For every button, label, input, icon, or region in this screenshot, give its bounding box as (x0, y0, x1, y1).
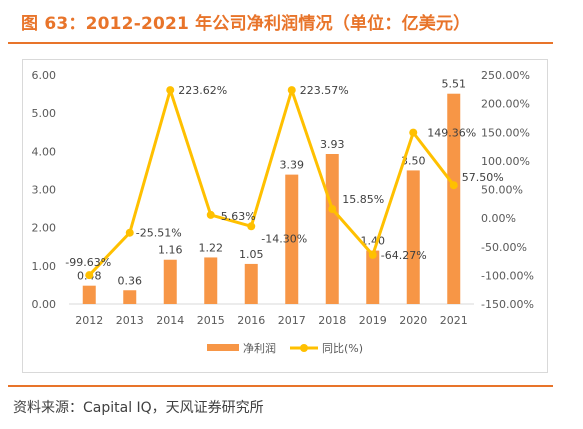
legend: 净利润 同比(%) (207, 341, 363, 355)
x-tick-label: 2020 (399, 314, 427, 327)
left-tick-label: 5.00 (32, 107, 57, 120)
right-tick-label: 100.00% (481, 155, 530, 168)
x-tick-label: 2019 (359, 314, 387, 327)
source-note: 资料来源：Capital IQ，天风证券研究所 (13, 400, 264, 416)
growth-point (287, 86, 296, 95)
growth-point (247, 222, 256, 231)
line-value-label: 223.57% (300, 84, 349, 97)
bar-value-label: 5.51 (442, 78, 467, 91)
line-value-label: 15.85% (342, 193, 384, 206)
bar-value-label: 1.22 (199, 241, 224, 254)
right-tick-label: 0.00% (481, 212, 516, 225)
bar-value-label: 1.05 (239, 248, 264, 261)
legend-line-label: 同比(%) (322, 342, 363, 355)
line-series: -99.63% -25.51% 223.62% 5.63% -14.30% 223.57%… (65, 84, 504, 280)
bar (204, 257, 218, 304)
legend-line-marker (300, 344, 308, 352)
right-tick-label: -150.00% (481, 298, 534, 311)
bar (366, 250, 380, 304)
right-tick-label: -100.00% (481, 269, 534, 282)
line-value-label: -14.30% (261, 232, 307, 245)
bar-value-label: 3.93 (320, 138, 345, 151)
bar-value-label: 3.50 (401, 154, 426, 167)
left-tick-label: 3.00 (32, 184, 57, 197)
growth-point (449, 181, 458, 190)
right-tick-label: 250.00% (481, 69, 530, 82)
growth-point (85, 271, 94, 280)
growth-line (88, 88, 455, 277)
left-tick-label: 1.00 (32, 260, 57, 273)
line-value-label: 5.63% (221, 210, 256, 223)
bar (406, 170, 420, 304)
left-axis: 0.00 1.00 2.00 3.00 4.00 5.00 6.00 (32, 69, 57, 311)
x-tick-label: 2018 (318, 314, 346, 327)
line-value-label: -25.51% (136, 227, 182, 240)
right-tick-label: 150.00% (481, 126, 530, 139)
growth-point (328, 205, 337, 214)
x-tick-label: 2021 (440, 314, 468, 327)
bar-series: 0.480.361.161.221.053.393.931.403.505.51 (77, 78, 467, 305)
line-value-label: -64.27% (381, 249, 427, 262)
bar (325, 154, 339, 304)
growth-point (125, 228, 134, 237)
growth-point (409, 128, 418, 137)
x-tick-label: 2017 (278, 314, 306, 327)
growth-point (206, 210, 215, 219)
figure-title: 图 63：2012-2021 年公司净利润情况（单位：亿美元） (21, 14, 471, 34)
legend-bar-swatch (207, 344, 239, 351)
x-tick-label: 2012 (75, 314, 103, 327)
bar (285, 174, 299, 304)
left-tick-label: 6.00 (32, 69, 57, 82)
bar-value-label: 0.36 (118, 274, 143, 287)
bar-value-label: 3.39 (280, 159, 305, 172)
growth-point (368, 250, 377, 259)
right-tick-label: 50.00% (481, 184, 523, 197)
growth-point (166, 86, 175, 95)
right-tick-label: -50.00% (481, 241, 527, 254)
left-tick-label: 4.00 (32, 145, 57, 158)
x-axis: 2012 2013 2014 2015 2016 2017 2018 2019 2020 2021 (69, 303, 474, 327)
line-value-label: 149.36% (427, 127, 476, 140)
left-tick-label: 0.00 (32, 298, 57, 311)
bar (163, 259, 177, 304)
left-tick-label: 2.00 (32, 222, 57, 235)
legend-bar-label: 净利润 (243, 341, 276, 355)
right-tick-label: 200.00% (481, 98, 530, 111)
x-tick-label: 2013 (116, 314, 144, 327)
title-divider (8, 42, 553, 44)
line-value-label: 57.50% (462, 171, 504, 184)
bar (447, 93, 461, 305)
bar (123, 290, 137, 304)
bar (82, 285, 96, 304)
x-tick-label: 2014 (156, 314, 184, 327)
line-value-label: -99.63% (65, 256, 111, 269)
x-tick-label: 2015 (197, 314, 225, 327)
chart-frame (22, 59, 548, 373)
footer-divider (8, 385, 553, 387)
x-tick-label: 2016 (237, 314, 265, 327)
bar-value-label: 1.16 (158, 244, 183, 257)
line-value-label: 223.62% (178, 84, 227, 97)
bar (244, 263, 258, 304)
right-axis: -150.00% -100.00% -50.00% 0.00% 50.00% 100.00… (481, 69, 534, 311)
